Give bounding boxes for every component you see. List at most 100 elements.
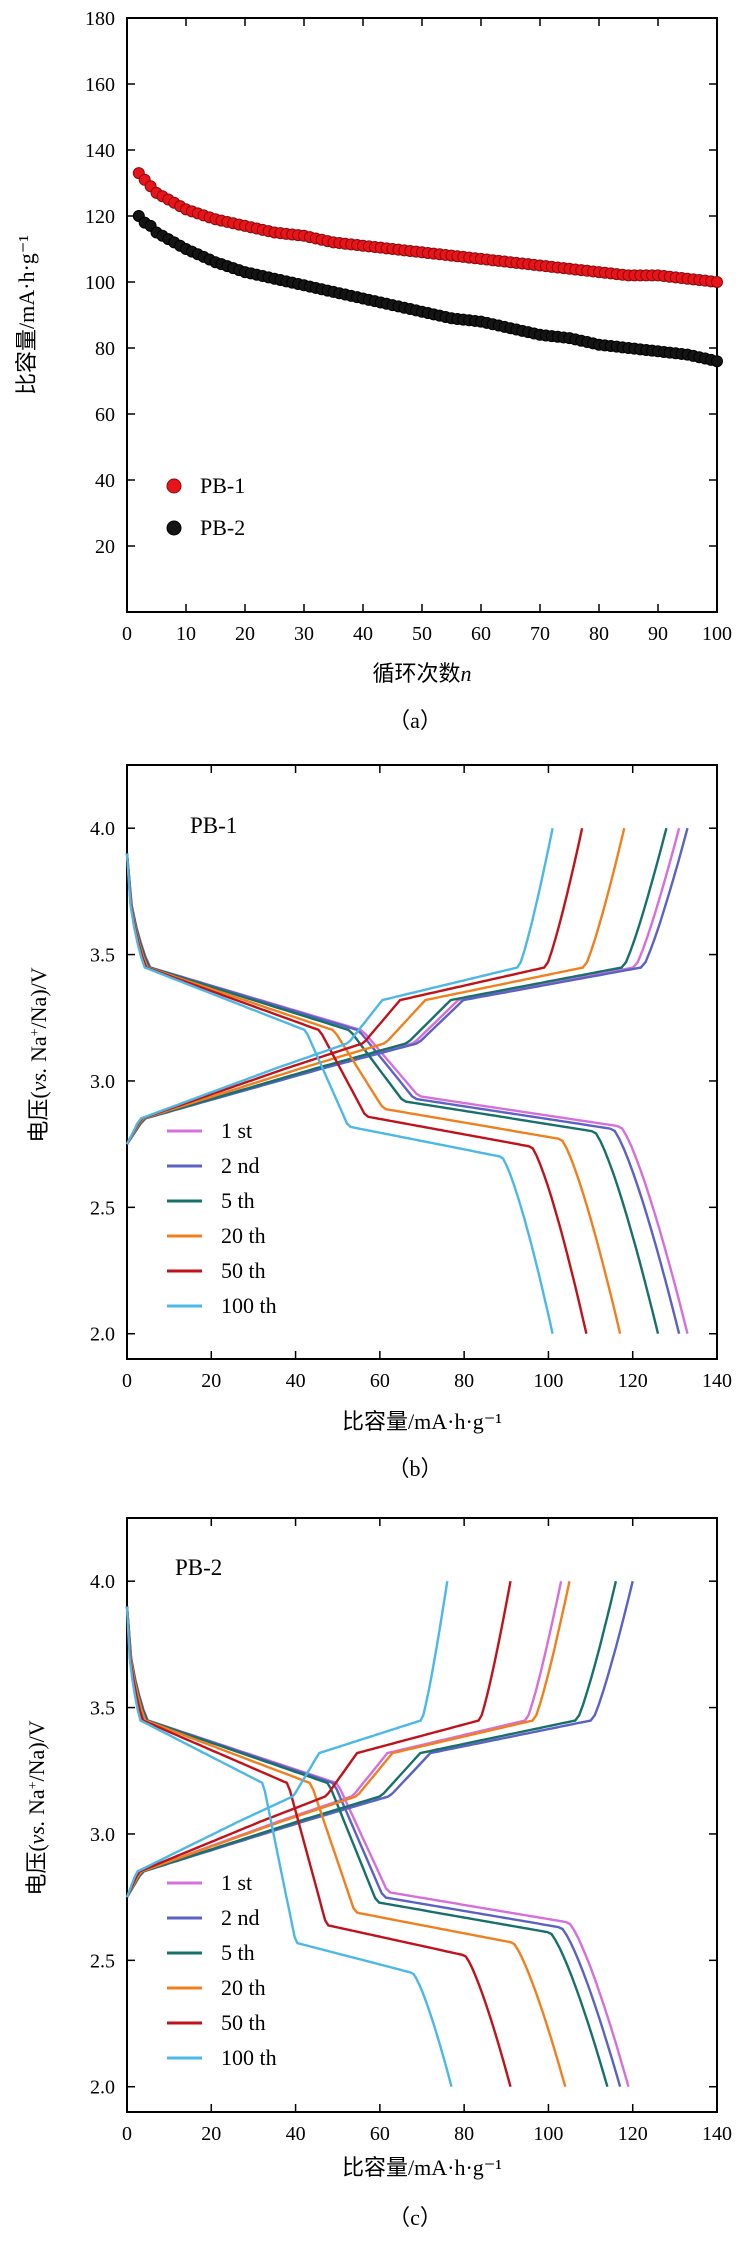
- x-tick-label: 90: [648, 623, 668, 645]
- y-tick-label: 2.5: [90, 1950, 115, 1972]
- discharge-curve-100th: [125, 853, 554, 1334]
- x-tick-label: 0: [122, 2123, 132, 2145]
- panel-b-pb1-voltage-chart: 0 20 40 60 80 100 120 140 2.0 2.5 3.0 3.5 4.0 PB-1 1…: [26, 764, 732, 1481]
- y-tick-label: 3.5: [90, 1698, 115, 1720]
- panel-c-y-label-mid: Na: [24, 1789, 49, 1820]
- panel-c-y-label-post: /Na)/V: [24, 1720, 49, 1781]
- discharge-curve-5th: [125, 1606, 609, 2088]
- y-tick-label: 4.0: [90, 818, 115, 840]
- x-tick-label: 100: [533, 1370, 563, 1392]
- y-tick-label: 40: [95, 470, 115, 492]
- x-tick-label: 80: [454, 1370, 474, 1392]
- y-tick-label: 140: [85, 140, 115, 162]
- charge-curve-100th: [125, 827, 554, 1145]
- legend-label: 2 nd: [221, 1905, 260, 1930]
- legend-label: 20 th: [221, 1975, 266, 2000]
- legend-label: 100 th: [221, 2045, 277, 2070]
- x-tick-label: 20: [235, 623, 255, 645]
- panel-b-caption: （b）: [387, 1456, 442, 1481]
- x-tick-label: 140: [702, 1370, 732, 1392]
- panel-b-y-axis-label: 电压(vs. Na+/Na)/V: [26, 967, 51, 1142]
- x-tick-label: 120: [618, 2123, 648, 2145]
- x-tick-label: 140: [702, 2123, 732, 2145]
- y-tick-label: 60: [95, 404, 115, 426]
- legend-marker-pb1: [166, 478, 182, 494]
- charge-curve-5th: [125, 827, 668, 1145]
- legend-label-pb1: PB-1: [200, 473, 245, 498]
- discharge-curve-20th: [125, 1606, 567, 2088]
- panel-c-y-label-sup: +: [26, 1781, 41, 1789]
- panel-c-frame: [126, 1517, 718, 2113]
- panel-a-caption: （a）: [388, 708, 442, 733]
- x-tick-label: 0: [122, 1370, 132, 1392]
- panel-b-sample-label: PB-1: [190, 813, 237, 838]
- y-tick-label: 20: [95, 536, 115, 558]
- y-tick-label: 3.0: [90, 1071, 115, 1093]
- y-tick-label: 100: [85, 272, 115, 294]
- panel-c-pb2-voltage-chart: 0 20 40 60 80 100 120 140 2.0 2.5 3.0 3.5 4.0 PB-2 1…: [24, 1517, 732, 2230]
- panel-c-y-label-it: vs.: [24, 1821, 49, 1845]
- legend-label: 5 th: [221, 1188, 255, 1213]
- x-tick-label: 60: [370, 2123, 390, 2145]
- legend-label: 1 st: [221, 1118, 252, 1143]
- y-tick-label: 2.0: [90, 2077, 115, 2099]
- x-tick-label: 0: [122, 623, 132, 645]
- discharge-curve-100th: [125, 1606, 453, 2088]
- x-tick-label: 60: [370, 1370, 390, 1392]
- panel-a-y-axis-label: 比容量/mA·h·g⁻¹: [14, 235, 39, 395]
- panel-b-y-label-pre: 电压(: [26, 1091, 51, 1142]
- panel-a-x-axis-label: 循环次数n: [372, 661, 471, 686]
- x-tick-label: 80: [454, 2123, 474, 2145]
- panel-b-legend: 1 st 2 nd 5 th 20 th 50 th 100 th: [167, 1118, 277, 1318]
- y-tick-label: 4.0: [90, 1571, 115, 1593]
- x-tick-label: 40: [353, 623, 373, 645]
- panel-c-y-label-pre: 电压(: [24, 1844, 49, 1895]
- discharge-curve-5th: [125, 853, 660, 1334]
- charge-curve-20th: [125, 1580, 571, 1898]
- y-tick-label: 160: [85, 74, 115, 96]
- legend-label: 100 th: [221, 1293, 277, 1318]
- panel-a-cycling-chart: 0 10 20 30 40 50 60 70 80 90 100 20 40 60 80 100 120 140 1…: [14, 8, 732, 733]
- x-tick-label: 10: [176, 623, 196, 645]
- panel-b-y-label-sup: +: [28, 1028, 43, 1036]
- x-tick-label: 20: [201, 2123, 221, 2145]
- discharge-curve-50th: [125, 1606, 512, 2088]
- panel-a-legend: PB-1 PB-2: [166, 473, 245, 540]
- y-tick-label: 180: [85, 8, 115, 30]
- legend-marker-pb2: [166, 520, 182, 536]
- y-tick-label: 120: [85, 206, 115, 228]
- x-tick-label: 30: [294, 623, 314, 645]
- data-point-pb-2: [711, 355, 723, 368]
- legend-label: 2 nd: [221, 1153, 260, 1178]
- x-tick-label: 60: [471, 623, 491, 645]
- x-tick-label: 70: [530, 623, 550, 645]
- panel-b-x-axis-label: 比容量/mA·h·g⁻¹: [342, 1409, 502, 1434]
- panel-b-frame: [126, 764, 718, 1360]
- legend-label: 50 th: [221, 2010, 266, 2035]
- panel-c-caption: （c）: [388, 2205, 442, 2230]
- charge-curve-100th: [125, 1581, 449, 1898]
- legend-label-pb2: PB-2: [200, 515, 245, 540]
- y-tick-label: 3.0: [90, 1824, 115, 1846]
- panel-b-y-label-mid: Na: [26, 1036, 51, 1067]
- legend-label: 5 th: [221, 1940, 255, 1965]
- x-tick-label: 40: [286, 1370, 306, 1392]
- panel-a-x-axis-label-var: n: [461, 661, 472, 686]
- panel-b-y-label-post: /Na)/V: [26, 967, 51, 1028]
- x-tick-label: 80: [589, 623, 609, 645]
- x-tick-label: 50: [412, 623, 432, 645]
- x-tick-label: 100: [533, 2123, 563, 2145]
- legend-label: 50 th: [221, 1258, 266, 1283]
- data-point-pb-1: [711, 276, 723, 288]
- discharge-curve-20th: [125, 853, 622, 1334]
- charge-curve-50th: [125, 827, 584, 1145]
- legend-label: 1 st: [221, 1870, 252, 1895]
- panel-c-x-axis-label: 比容量/mA·h·g⁻¹: [342, 2155, 502, 2180]
- y-tick-label: 2.0: [90, 1324, 115, 1346]
- y-tick-label: 3.5: [90, 945, 115, 967]
- panel-b-y-label-it: vs.: [26, 1068, 51, 1092]
- legend-label: 20 th: [221, 1223, 266, 1248]
- panel-c-y-axis-label: 电压(vs. Na+/Na)/V: [24, 1720, 49, 1895]
- x-tick-label: 40: [286, 2123, 306, 2145]
